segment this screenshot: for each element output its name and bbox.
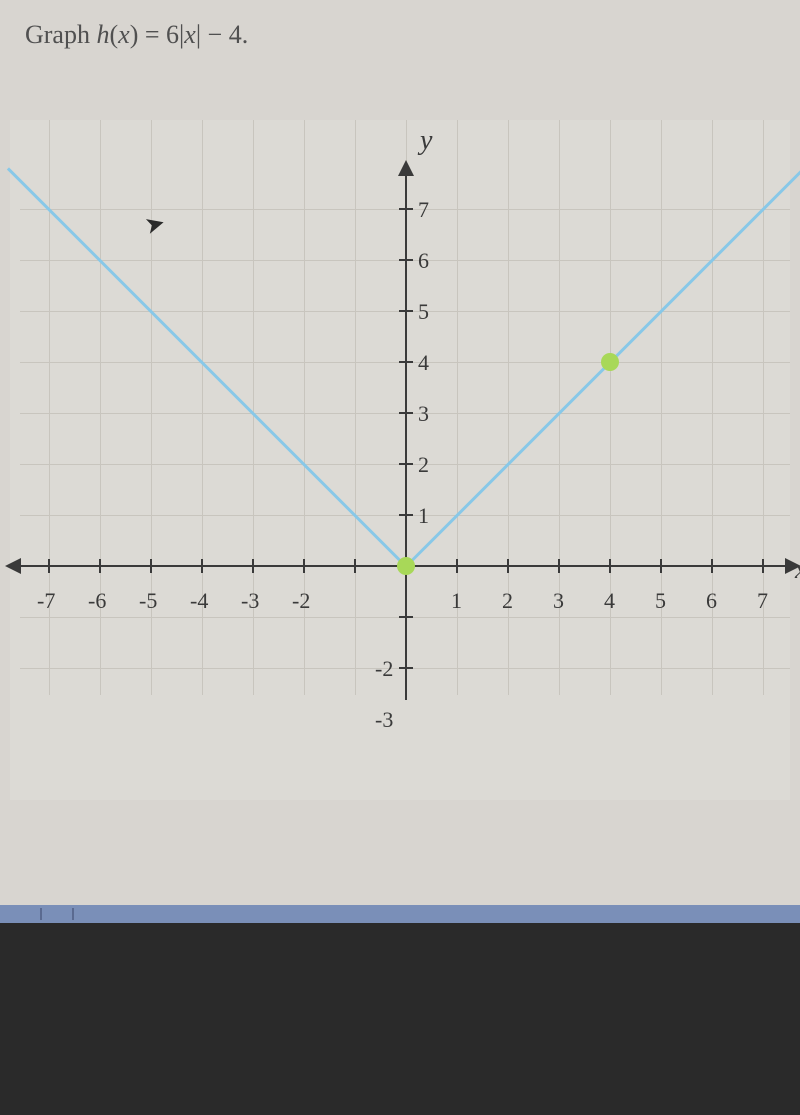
grid-line-v <box>355 120 356 695</box>
y-label-pos: 3 <box>418 401 429 427</box>
y-tick <box>399 514 413 516</box>
suffix-part: − 4. <box>201 20 248 49</box>
x-arrow-right <box>785 558 800 574</box>
x-label-neg: -4 <box>190 588 208 614</box>
x-tick <box>609 559 611 573</box>
x-label-pos: 3 <box>553 588 564 614</box>
x-label-neg: -6 <box>88 588 106 614</box>
y-label-pos: 4 <box>418 350 429 376</box>
y-label-pos: 1 <box>418 503 429 529</box>
graph-widget[interactable]: y x ➤ -7-6-5-4-3-212345671234567-2-3 <box>10 120 790 800</box>
x-label-neg: -3 <box>241 588 259 614</box>
x-label-pos: 2 <box>502 588 513 614</box>
grid-area <box>10 120 790 720</box>
window-bottom-band <box>0 905 800 923</box>
function-name: h <box>96 20 109 49</box>
x-tick <box>558 559 560 573</box>
y-tick <box>399 208 413 210</box>
y-tick <box>399 259 413 261</box>
y-tick <box>399 361 413 363</box>
x-label-neg: -7 <box>37 588 55 614</box>
x-tick <box>711 559 713 573</box>
x-label-pos: 6 <box>706 588 717 614</box>
graph-point[interactable] <box>397 557 415 575</box>
x-tick <box>660 559 662 573</box>
y-label-neg: -3 <box>375 707 393 733</box>
x-tick <box>201 559 203 573</box>
abs-var: x <box>184 20 196 49</box>
y-tick <box>399 310 413 312</box>
window-bottom-ticks <box>40 908 74 920</box>
x-tick <box>99 559 101 573</box>
x-tick <box>762 559 764 573</box>
y-label-pos: 5 <box>418 299 429 325</box>
y-axis <box>405 175 407 700</box>
equals-part: = 6 <box>138 20 179 49</box>
x-tick <box>354 559 356 573</box>
x-label-pos: 1 <box>451 588 462 614</box>
x-tick <box>252 559 254 573</box>
x-label-pos: 5 <box>655 588 666 614</box>
x-tick <box>507 559 509 573</box>
y-tick <box>399 667 413 669</box>
x-tick <box>150 559 152 573</box>
x-label-pos: 7 <box>757 588 768 614</box>
y-label-pos: 2 <box>418 452 429 478</box>
problem-statement: Graph h(x) = 6|x| − 4. <box>0 0 800 60</box>
y-axis-label: y <box>420 125 432 157</box>
y-arrow-up <box>398 160 414 176</box>
x-label-neg: -2 <box>292 588 310 614</box>
y-tick <box>399 463 413 465</box>
y-label-neg: -2 <box>375 656 393 682</box>
x-tick <box>303 559 305 573</box>
y-tick <box>399 616 413 618</box>
x-tick <box>456 559 458 573</box>
desktop-dark-area <box>0 923 800 1115</box>
x-arrow-left <box>5 558 21 574</box>
x-label-pos: 4 <box>604 588 615 614</box>
x-label-neg: -5 <box>139 588 157 614</box>
function-var: x <box>118 20 130 49</box>
y-label-pos: 6 <box>418 248 429 274</box>
graph-point[interactable] <box>601 353 619 371</box>
y-tick <box>399 412 413 414</box>
y-label-pos: 7 <box>418 197 429 223</box>
x-tick <box>48 559 50 573</box>
problem-prefix: Graph <box>25 20 96 49</box>
